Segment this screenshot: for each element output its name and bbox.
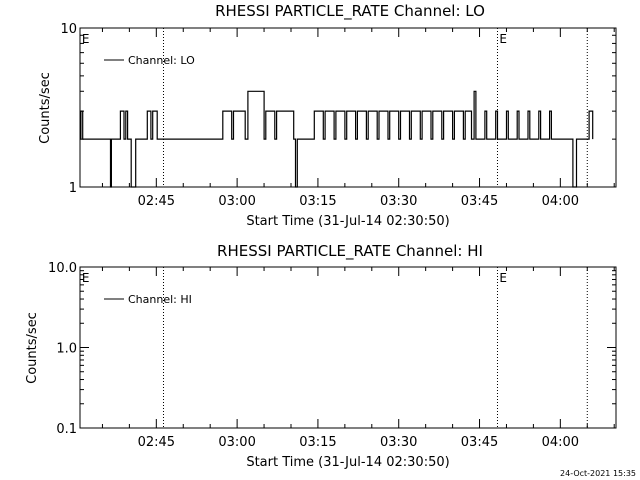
x-tick-label: 02:45	[138, 194, 175, 209]
legend: Channel: LO	[104, 54, 195, 67]
y-tick-label: 10.0	[48, 261, 77, 276]
series-line	[80, 90, 594, 188]
y-tick-label: 1	[69, 181, 77, 196]
event-marker-label: E	[499, 271, 507, 285]
x-tick-label: 03:30	[380, 194, 417, 209]
x-axis-label: Start Time (31-Jul-14 02:30:50)	[246, 455, 449, 470]
legend-entry: Channel: LO	[128, 54, 195, 67]
plot-frame	[79, 266, 617, 429]
x-tick-label: 03:15	[299, 194, 336, 209]
legend-entry: Channel: HI	[128, 293, 192, 306]
y-tick-label: 10	[60, 22, 77, 37]
x-tick-label: 03:30	[380, 435, 417, 450]
chart-panel-hi: RHESSI PARTICLE_RATE Channel: HI Counts/…	[25, 242, 617, 470]
x-tick-label: 04:00	[542, 435, 579, 450]
x-tick-label: 04:00	[542, 194, 579, 209]
x-tick-label: 03:45	[461, 435, 498, 450]
y-tick-label: 1.0	[56, 342, 77, 357]
x-tick-label: 03:00	[218, 435, 255, 450]
event-marker-label: E	[82, 32, 90, 46]
x-axis-label: Start Time (31-Jul-14 02:30:50)	[246, 214, 449, 229]
x-tick-label: 03:15	[299, 435, 336, 450]
chart-title: RHESSI PARTICLE_RATE Channel: HI	[217, 242, 483, 261]
event-marker-label: E	[82, 271, 90, 285]
y-axis-label: Counts/sec	[25, 312, 40, 384]
legend: Channel: HI	[104, 293, 192, 306]
chart-panel-lo: RHESSI PARTICLE_RATE Channel: LO Counts/…	[38, 2, 617, 229]
y-axis-label: Counts/sec	[38, 72, 53, 144]
y-tick-label: 0.1	[56, 422, 77, 437]
x-tick-label: 03:45	[461, 194, 498, 209]
x-tick-label: 02:45	[138, 435, 175, 450]
plot-frame	[79, 27, 617, 188]
event-marker-label: E	[499, 32, 507, 46]
footer-timestamp: 24-Oct-2021 15:35	[560, 469, 636, 478]
x-tick-label: 03:00	[218, 194, 255, 209]
chart-title: RHESSI PARTICLE_RATE Channel: LO	[215, 2, 485, 21]
